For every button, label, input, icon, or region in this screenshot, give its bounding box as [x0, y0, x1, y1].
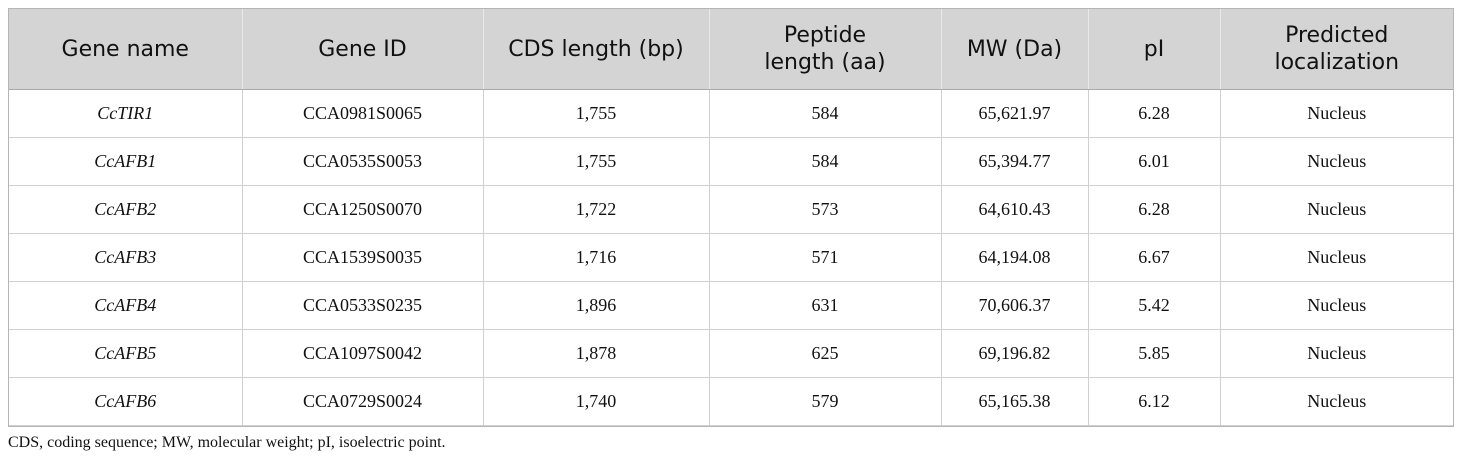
cell-cds-length: 1,755	[482, 89, 709, 138]
cell-cds-length: 1,896	[482, 281, 709, 330]
cell-pi: 6.28	[1087, 89, 1220, 138]
cell-gene-name: CcAFB6	[9, 377, 242, 426]
cell-mw: 70,606.37	[940, 281, 1088, 330]
cell-mw: 65,621.97	[940, 89, 1088, 138]
header-peptide-length: Peptide length (aa)	[708, 9, 941, 90]
cell-pi: 5.85	[1087, 329, 1220, 378]
cell-peptide-length: 573	[708, 185, 941, 234]
header-cds-length: CDS length (bp)	[482, 9, 709, 90]
table-row: CcAFB4 CCA0533S0235 1,896 631 70,606.37 …	[9, 281, 1453, 330]
header-gene-id: Gene ID	[241, 9, 483, 90]
cell-gene-id: CCA0729S0024	[241, 377, 483, 426]
cell-pi: 5.42	[1087, 281, 1220, 330]
table-row: CcAFB2 CCA1250S0070 1,722 573 64,610.43 …	[9, 185, 1453, 234]
gene-table-container: Gene name Gene ID CDS length (bp) Peptid…	[8, 8, 1454, 427]
header-mw: MW (Da)	[940, 9, 1088, 90]
table-footnote: CDS, coding sequence; MW, molecular weig…	[8, 434, 446, 451]
cell-localization: Nucleus	[1219, 233, 1453, 282]
table-row: CcAFB1 CCA0535S0053 1,755 584 65,394.77 …	[9, 137, 1453, 186]
cell-pi: 6.01	[1087, 137, 1220, 186]
cell-mw: 65,165.38	[940, 377, 1088, 426]
cell-mw: 65,394.77	[940, 137, 1088, 186]
cell-gene-name: CcAFB2	[9, 185, 242, 234]
cell-pi: 6.28	[1087, 185, 1220, 234]
cell-cds-length: 1,740	[482, 377, 709, 426]
cell-gene-id: CCA0533S0235	[241, 281, 483, 330]
cell-gene-name: CcTIR1	[9, 89, 242, 138]
cell-localization: Nucleus	[1219, 377, 1453, 426]
cell-gene-name: CcAFB1	[9, 137, 242, 186]
table-row: CcTIR1 CCA0981S0065 1,755 584 65,621.97 …	[9, 89, 1453, 138]
cell-mw: 64,194.08	[940, 233, 1088, 282]
cell-gene-id: CCA0535S0053	[241, 137, 483, 186]
cell-peptide-length: 631	[708, 281, 941, 330]
cell-gene-name: CcAFB3	[9, 233, 242, 282]
cell-peptide-length: 625	[708, 329, 941, 378]
gene-table: Gene name Gene ID CDS length (bp) Peptid…	[9, 9, 1453, 426]
cell-peptide-length: 584	[708, 89, 941, 138]
cell-mw: 64,610.43	[940, 185, 1088, 234]
header-pi: pI	[1087, 9, 1220, 90]
cell-localization: Nucleus	[1219, 137, 1453, 186]
cell-peptide-length: 571	[708, 233, 941, 282]
cell-localization: Nucleus	[1219, 185, 1453, 234]
cell-localization: Nucleus	[1219, 89, 1453, 138]
cell-cds-length: 1,716	[482, 233, 709, 282]
table-header-row: Gene name Gene ID CDS length (bp) Peptid…	[9, 9, 1453, 90]
header-gene-name: Gene name	[9, 9, 242, 90]
table-row: CcAFB3 CCA1539S0035 1,716 571 64,194.08 …	[9, 233, 1453, 282]
cell-gene-name: CcAFB4	[9, 281, 242, 330]
cell-cds-length: 1,878	[482, 329, 709, 378]
cell-localization: Nucleus	[1219, 329, 1453, 378]
cell-mw: 69,196.82	[940, 329, 1088, 378]
header-predicted-localization: Predicted localization	[1219, 9, 1453, 90]
cell-peptide-length: 579	[708, 377, 941, 426]
cell-cds-length: 1,755	[482, 137, 709, 186]
cell-peptide-length: 584	[708, 137, 941, 186]
cell-localization: Nucleus	[1219, 281, 1453, 330]
cell-cds-length: 1,722	[482, 185, 709, 234]
cell-gene-id: CCA1250S0070	[241, 185, 483, 234]
cell-gene-id: CCA1097S0042	[241, 329, 483, 378]
cell-pi: 6.67	[1087, 233, 1220, 282]
cell-gene-id: CCA0981S0065	[241, 89, 483, 138]
cell-pi: 6.12	[1087, 377, 1220, 426]
table-row: CcAFB5 CCA1097S0042 1,878 625 69,196.82 …	[9, 329, 1453, 378]
cell-gene-id: CCA1539S0035	[241, 233, 483, 282]
table-row: CcAFB6 CCA0729S0024 1,740 579 65,165.38 …	[9, 377, 1453, 426]
cell-gene-name: CcAFB5	[9, 329, 242, 378]
